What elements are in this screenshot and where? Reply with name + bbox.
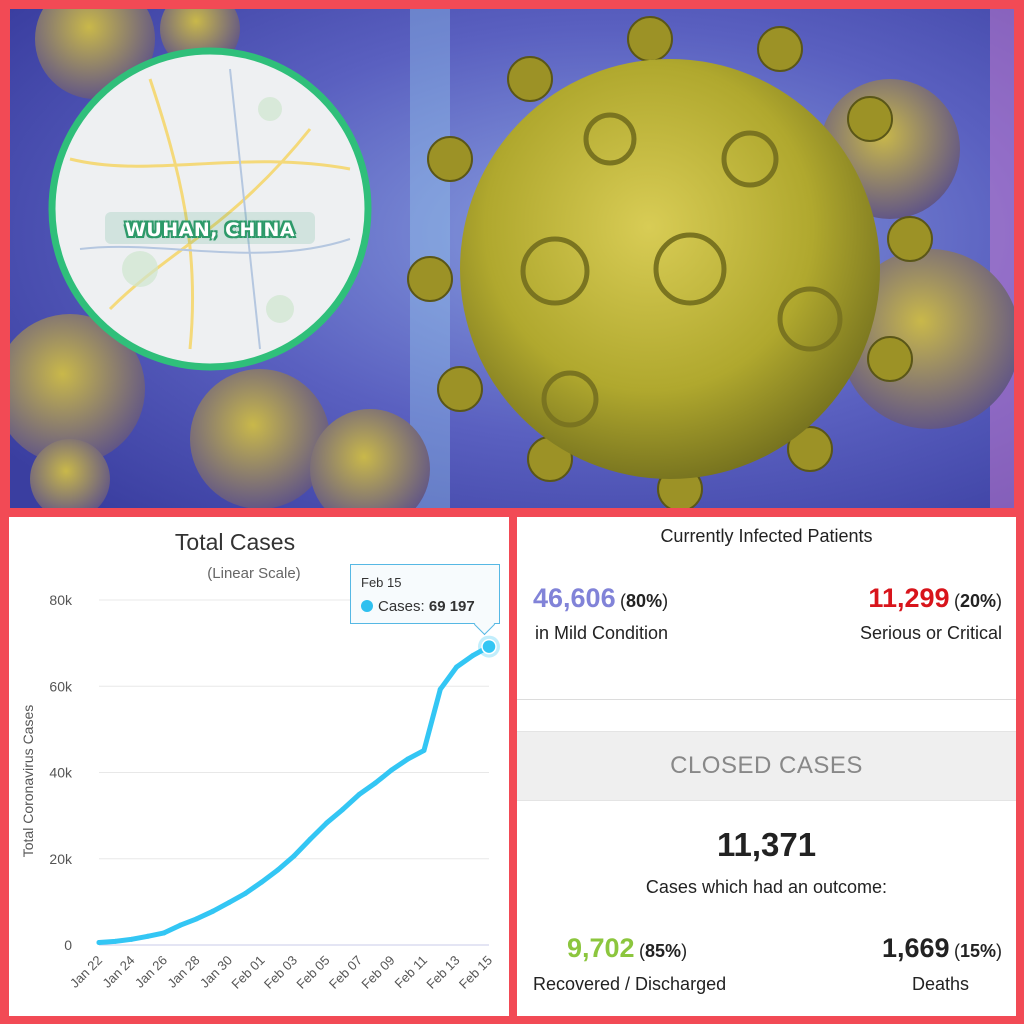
x-tick-label: Feb 05 [293, 953, 332, 992]
data-point [177, 922, 183, 928]
closed-subtitle: Cases which had an outcome: [645, 877, 888, 897]
data-point [454, 664, 459, 670]
recovered-label: Recovered / Discharged [533, 974, 727, 994]
recovered-count: 9,702 (85%) [567, 933, 687, 964]
tooltip-label: Cases: [378, 598, 425, 615]
data-point [161, 930, 167, 936]
x-tick-label: Jan 22 [67, 953, 105, 991]
x-tick-label: Feb 01 [228, 953, 267, 992]
closed-cases-header: CLOSED CASES [517, 731, 1016, 801]
recovered-percent: (85%) [639, 941, 688, 961]
total-cases-chart: Total Cases (Linear Scale) 0 20k 40k 60k 80k… [9, 517, 509, 1016]
chart-title: Total Cases [174, 529, 296, 555]
y-tick-label: 60k [49, 678, 73, 694]
closed-cases-title: CLOSED CASES [670, 752, 863, 779]
x-tick-label: Jan 26 [132, 953, 170, 991]
mild-label: in Mild Condition [535, 623, 669, 643]
recovered-value: 9,702 [567, 933, 635, 963]
critical-value: 11,299 [868, 583, 950, 613]
tooltip-series-dot [361, 600, 373, 612]
y-axis-label: Total Coronavirus Cases [20, 705, 36, 858]
data-point [421, 747, 427, 753]
x-tick-label: Feb 15 [456, 953, 495, 992]
series-line [96, 644, 492, 945]
deaths-value: 1,669 [881, 933, 950, 963]
x-tick-label: Jan 28 [164, 953, 202, 991]
x-tick-label: Feb 03 [261, 953, 300, 992]
mild-value: 46,606 [533, 583, 616, 613]
x-tick-label: Feb 11 [392, 953, 431, 992]
tooltip-date: Feb 15 [361, 575, 402, 590]
x-tick-label: Feb 09 [358, 953, 397, 992]
x-tick-label: Feb 07 [326, 953, 365, 992]
y-tick-label: 20k [49, 851, 73, 867]
data-point [226, 900, 232, 906]
infected-heading: Currently Infected Patients [660, 526, 873, 546]
critical-label: Serious or Critical [859, 623, 1002, 643]
critical-percent: (20%) [953, 591, 1002, 611]
y-tick-label: 80k [49, 592, 73, 608]
data-point [112, 938, 118, 944]
virus-artwork [10, 9, 1014, 508]
data-point [389, 767, 394, 773]
divider [517, 699, 1016, 700]
data-point [372, 780, 378, 786]
critical-count: 11,299 (20%) [868, 583, 1002, 614]
x-tick-label: Jan 24 [99, 953, 137, 991]
data-point [307, 836, 313, 842]
x-tick-label: Jan 30 [197, 953, 235, 991]
big-virus [407, 16, 933, 508]
deaths-count: 1,669 (15%) [882, 933, 1002, 964]
data-point [437, 686, 443, 692]
data-point [194, 916, 199, 922]
closed-total: 11,371 [716, 826, 817, 863]
tooltip-row: Cases: 69 197 [361, 598, 475, 615]
highlight-point [481, 638, 497, 655]
case-stats: Currently Infected Patients 46,606 (80%)… [517, 517, 1016, 1016]
data-point [405, 756, 411, 762]
tooltip-value: 69 197 [428, 598, 475, 615]
deaths-label: Deaths [911, 974, 969, 994]
data-point [340, 806, 346, 812]
chart-subtitle: (Linear Scale) [207, 565, 301, 582]
data-point [470, 653, 476, 659]
data-point [356, 792, 362, 798]
wuhan-map-circle [48, 47, 372, 371]
deaths-percent: (15%) [953, 941, 1002, 961]
chart-plot: 0 20k 40k 60k 80k Total Coronavirus Cases Jan … [20, 592, 500, 992]
data-point [96, 939, 102, 945]
data-point [291, 853, 297, 859]
data-point [242, 890, 248, 896]
data-point [210, 908, 216, 914]
map-label: WUHAN, CHINA [124, 219, 296, 241]
data-point [324, 820, 329, 826]
data-point [259, 879, 264, 885]
chart-tooltip: Feb 15 Cases: 69 197 [350, 564, 500, 636]
data-point [145, 933, 151, 939]
mild-count: 46,606 (80%) [533, 583, 668, 614]
y-tick-label: 0 [64, 937, 72, 953]
mild-percent: (80%) [620, 591, 669, 611]
virus-illustration: WUHAN, CHINA [10, 9, 1014, 508]
data-point [129, 936, 134, 942]
x-tick-label: Feb 13 [423, 953, 462, 992]
y-tick-label: 40k [49, 765, 73, 781]
data-point [275, 867, 281, 873]
